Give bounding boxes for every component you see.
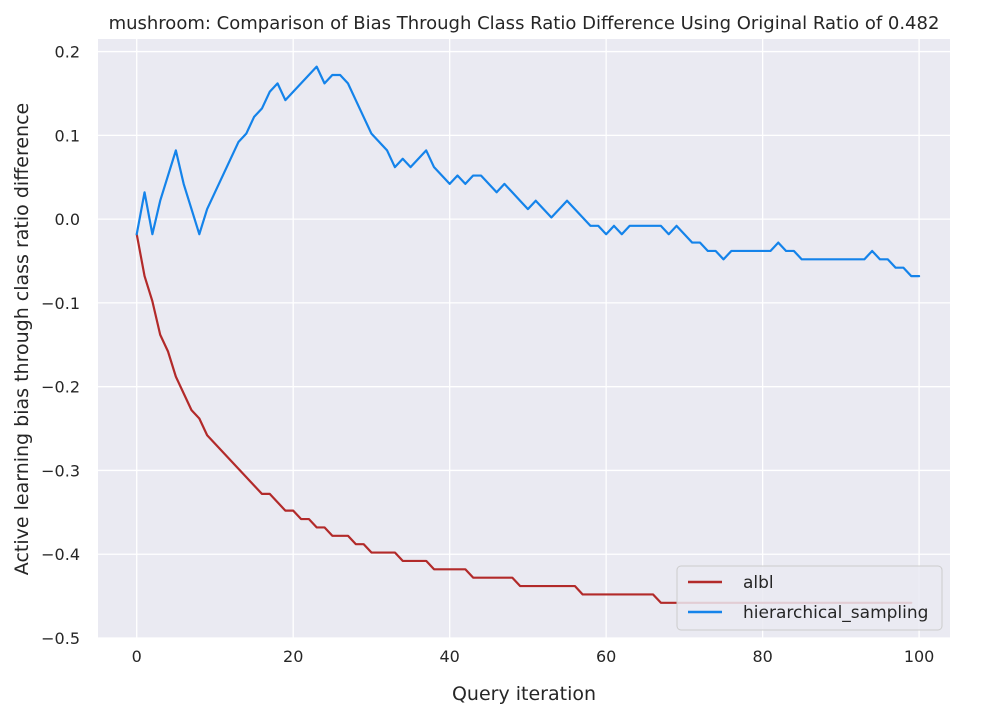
- legend-label-hierarchical-sampling: hierarchical_sampling: [743, 603, 928, 623]
- y-tick-label: −0.3: [41, 461, 80, 480]
- legend-box: [676, 565, 943, 631]
- x-tick-label: 40: [439, 647, 459, 666]
- series-line-hierarchical-sampling: [135, 65, 921, 278]
- x-tick-label: 20: [283, 647, 303, 666]
- y-tick-label: 0.0: [55, 210, 80, 229]
- y-axis-label: Active learning bias through class ratio…: [11, 103, 33, 575]
- legend-label-albl: albl: [743, 573, 774, 593]
- y-tick-labels: −0.5 −0.4 −0.3 −0.2 −0.1 0.0 0.1 0.2: [41, 43, 80, 648]
- y-tick-label: −0.5: [41, 629, 80, 648]
- y-tick-label: 0.1: [55, 126, 80, 145]
- x-axis-label: Query iteration: [452, 683, 596, 705]
- y-tick-label: −0.1: [41, 294, 80, 313]
- y-tick-label: −0.4: [41, 545, 80, 564]
- x-tick-labels: 0 20 40 60 80 100: [132, 647, 935, 666]
- plot-background: [98, 39, 950, 638]
- gridlines: [98, 39, 950, 639]
- legend: albl hierarchical_sampling: [676, 565, 943, 631]
- y-tick-label: 0.2: [55, 43, 80, 62]
- x-tick-label: 60: [596, 647, 616, 666]
- x-tick-label: 80: [752, 647, 772, 666]
- x-tick-label: 0: [132, 647, 142, 666]
- y-tick-label: −0.2: [41, 378, 80, 397]
- chart-title: mushroom: Comparison of Bias Through Cla…: [109, 13, 940, 34]
- x-tick-label: 100: [904, 647, 935, 666]
